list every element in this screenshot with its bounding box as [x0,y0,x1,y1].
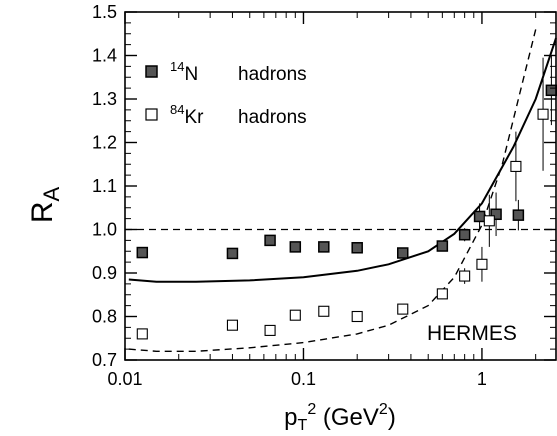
x-axis-title-unit-pre: (GeV [316,404,379,431]
data-point-krypton-5 [351,310,363,323]
data-point-nitrogen-2 [264,234,276,247]
data-point-nitrogen-3 [289,241,302,253]
x-axis-title-unit-post: ) [388,404,396,431]
legend-marker-filled-square [145,65,158,78]
legend-hadrons-krypton: hadrons [238,107,307,128]
data-point-nitrogen-8 [458,228,471,241]
x-tick-label: 0.01 [107,369,142,389]
data-point-krypton-4 [318,305,330,317]
x-axis-title-sub: T [298,417,308,434]
data-point-krypton-9 [476,258,488,270]
x-axis-title-base: p [284,404,297,431]
y-tick-label: 1.2 [92,133,117,153]
x-axis-title-sup: 2 [307,401,316,418]
data-point-nitrogen-12 [545,84,557,97]
y-tick-label: 0.9 [92,263,117,283]
legend-mass-nitrogen: 14 [170,59,184,74]
data-point-krypton-10 [483,215,495,227]
data-points [136,55,557,340]
y-axis-title-sub: A [39,187,64,202]
data-point-nitrogen-0 [136,246,149,259]
y-tick-label: 1.0 [92,220,117,240]
y-tick-label: 1.4 [92,46,117,66]
y-tick-label: 0.7 [92,350,117,370]
axis-ticks: 0.7 0.8 0.9 1.0 1.1 1.2 1.3 1.4 1.5 0.01 0.1 1 [92,2,556,389]
legend-element-krypton: Kr [184,107,204,128]
data-point-nitrogen-4 [318,241,330,253]
data-point-krypton-0 [136,328,148,340]
y-tick-label: 1.5 [92,2,117,22]
data-point-krypton-3 [289,309,301,321]
legend: 14N hadrons 84Kr hadrons [145,59,307,128]
data-point-nitrogen-9 [473,210,486,223]
x-tick-label: 0.1 [291,369,316,389]
y-tick-label: 1.1 [92,176,117,196]
x-axis-title-unit-sup: 2 [379,401,388,418]
data-point-nitrogen-5 [351,242,363,254]
y-axis-title-base: R [26,202,59,224]
model-curve-solid [128,37,557,283]
legend-entry-nitrogen: 14N hadrons [145,59,307,85]
data-point-nitrogen-1 [226,247,239,260]
data-point-krypton-11 [510,160,522,172]
x-tick-label: 1 [477,369,487,389]
legend-label-nitrogen: 14N hadrons [170,59,307,85]
data-point-nitrogen-11 [512,209,525,221]
legend-mass-krypton: 84 [170,102,184,117]
legend-label-krypton: 84Kr hadrons [170,102,307,128]
y-tick-label: 0.8 [92,307,117,327]
data-point-nitrogen-7 [436,240,449,252]
data-point-krypton-6 [397,303,409,315]
data-point-krypton-1 [226,319,238,331]
model-curves [128,29,557,352]
legend-hadrons-nitrogen: hadrons [238,64,307,85]
x-axis-title: pT2 (GeV2) [284,401,396,434]
data-point-krypton-7 [436,288,448,300]
data-point-nitrogen-10 [490,208,502,221]
hermes-label: HERMES [427,322,517,345]
data-point-krypton-12 [537,108,549,120]
data-point-krypton-2 [264,324,276,336]
y-tick-label: 1.3 [92,89,117,109]
data-point-nitrogen-6 [397,247,409,259]
data-point-krypton-8 [459,270,471,282]
legend-marker-open-square [145,108,158,121]
legend-entry-krypton: 84Kr hadrons [145,102,307,128]
y-axis-title: RA [26,187,64,224]
legend-element-nitrogen: N [184,64,198,85]
